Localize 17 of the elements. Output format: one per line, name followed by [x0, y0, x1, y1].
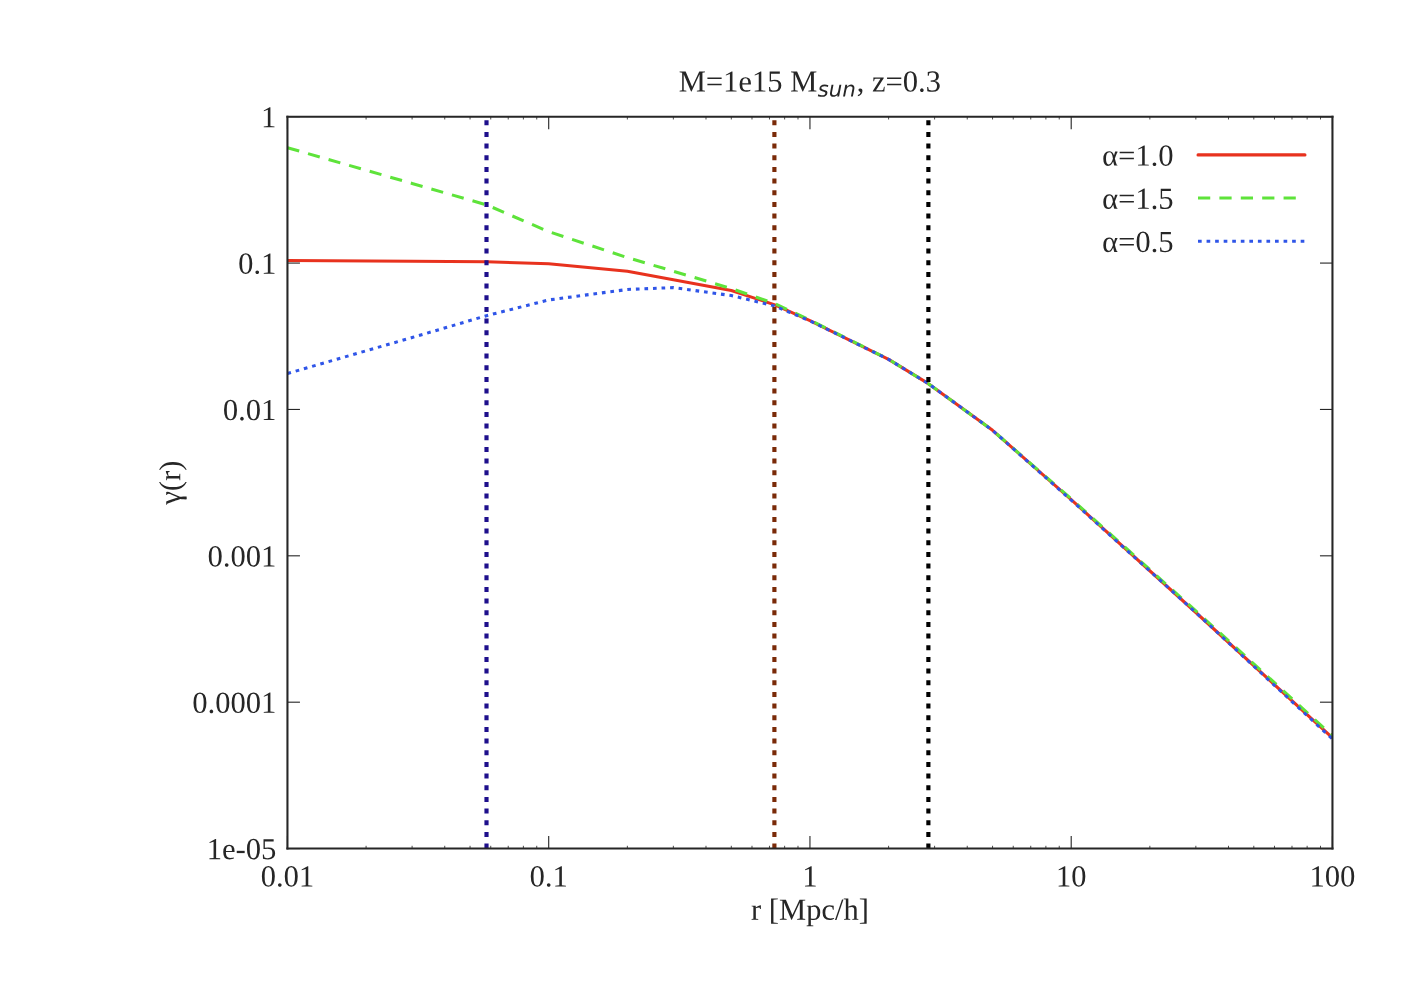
y-axis-title: γ(r)	[159, 461, 187, 505]
y-tick-label: 0.01	[224, 399, 275, 421]
x-tick-label: 10	[1058, 866, 1086, 887]
x-tick-label: 0.01	[261, 866, 313, 887]
x-tick-label: 1	[805, 866, 816, 887]
y-tick-label: 0.001	[208, 546, 275, 567]
y-tick-label: 0.1	[239, 253, 275, 275]
y-tick-label: 1e-05	[209, 838, 276, 860]
chart-title: M=1e15 M$_{sun}$, z=0.3	[679, 71, 940, 97]
legend-label: α=0.5	[1103, 231, 1173, 253]
x-tick-label: 100	[1312, 866, 1355, 887]
legend-label: α=1.5	[1103, 188, 1173, 210]
y-tick-label: 1	[263, 107, 275, 128]
legend-label: α=1.0	[1103, 145, 1173, 167]
x-axis-title: r [Mpc/h]	[751, 898, 867, 927]
x-tick-label: 0.1	[530, 866, 566, 887]
y-tick-label: 0.0001	[193, 692, 275, 714]
